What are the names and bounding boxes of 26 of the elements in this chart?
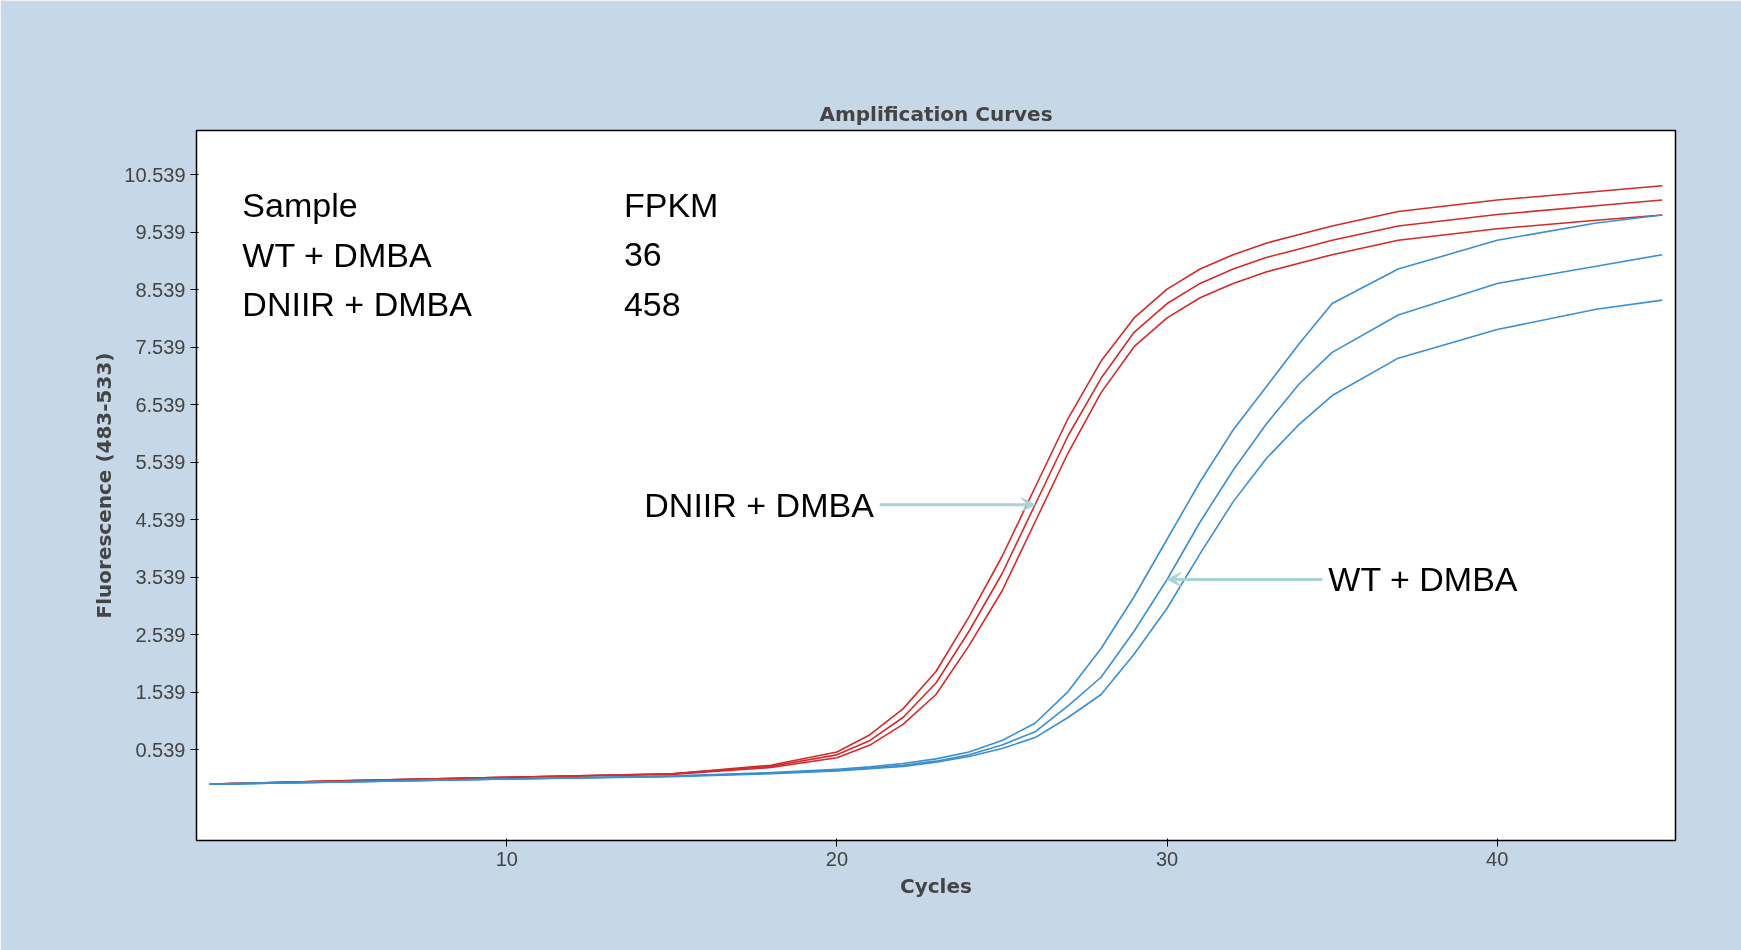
annotation: DNIIR + DMBA [644,485,875,524]
x-axis-title: Cycles [900,873,972,898]
y-tick-label: 0.539 [135,738,186,761]
annotation: WT + DMBA [1328,560,1518,599]
y-tick-label: 3.539 [135,566,186,589]
y-tick-label: 5.539 [135,451,186,474]
y-tick-label: 2.539 [135,623,186,646]
y-tick-label: 7.539 [135,336,186,359]
y-tick-label: 8.539 [135,278,186,301]
annotation: DNIIR + DMBA [242,285,473,324]
chart-title: Amplification Curves [819,101,1053,126]
x-tick-label: 10 [495,847,518,870]
y-axis-title: Fluorescence (483-533) [92,352,117,619]
x-tick-label: 30 [1155,847,1179,870]
annotation: Sample [242,186,358,225]
annotation: FPKM [623,186,719,225]
y-tick-label: 10.539 [124,163,186,186]
x-tick-label: 20 [825,847,849,870]
annotation: 458 [623,284,681,323]
y-tick-label: 1.539 [135,681,186,704]
y-tick-label: 6.539 [135,393,186,416]
annotation: 36 [623,235,662,274]
y-tick-label: 4.539 [135,508,186,531]
annotation: WT + DMBA [242,235,432,274]
x-tick-label: 40 [1486,847,1509,870]
y-tick-label: 9.539 [135,221,186,244]
